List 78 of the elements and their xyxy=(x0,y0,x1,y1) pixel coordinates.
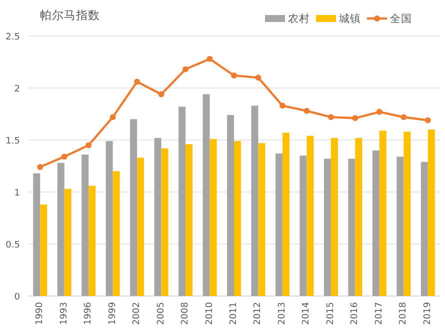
point xyxy=(376,108,382,115)
bar xyxy=(275,154,282,296)
bar xyxy=(82,154,89,296)
bar xyxy=(154,138,162,296)
bar xyxy=(324,158,331,296)
point xyxy=(134,78,140,85)
x-tick-label: 2011 xyxy=(229,302,239,325)
legend-label: 农村 xyxy=(288,12,310,25)
bar xyxy=(210,138,217,296)
bar xyxy=(258,143,266,296)
bar xyxy=(88,186,96,296)
point xyxy=(424,117,431,124)
bar xyxy=(130,119,138,296)
bar xyxy=(112,171,120,296)
bar xyxy=(227,115,234,296)
y-tick-label: 1 xyxy=(14,188,20,198)
bar xyxy=(178,106,186,296)
bar xyxy=(106,141,113,296)
point xyxy=(206,56,213,62)
point xyxy=(158,91,164,98)
x-tick-label: 1993 xyxy=(59,302,70,325)
point xyxy=(255,74,262,81)
y-tick-label: 0 xyxy=(14,292,20,302)
x-tick-label: 2008 xyxy=(180,302,191,325)
legend-label: 全国 xyxy=(390,13,412,25)
point xyxy=(352,115,358,122)
bar xyxy=(64,188,72,296)
point xyxy=(110,114,116,120)
bar xyxy=(396,156,404,296)
x-tick-label: 2002 xyxy=(132,302,142,325)
chart-title: 帕尔马指数 xyxy=(40,8,100,22)
x-tick-label: 2005 xyxy=(156,302,166,325)
bar xyxy=(372,150,380,296)
point xyxy=(400,114,407,120)
bar xyxy=(161,148,168,296)
bar xyxy=(186,144,193,296)
point xyxy=(304,108,310,114)
x-tick-label: 2015 xyxy=(326,302,336,325)
point xyxy=(279,102,286,109)
bar xyxy=(251,106,258,296)
y-tick-label: 0.5 xyxy=(6,240,20,250)
x-tick-label: 2019 xyxy=(422,302,433,325)
bar xyxy=(306,136,314,296)
x-tick-label: 1990 xyxy=(35,302,46,325)
bar xyxy=(137,158,144,296)
x-tick-label: 1999 xyxy=(108,302,118,325)
bar xyxy=(202,94,210,296)
point xyxy=(61,154,68,160)
legend-label: 城镇 xyxy=(338,12,361,25)
bar xyxy=(57,162,64,296)
bar xyxy=(420,162,428,296)
bar xyxy=(428,130,435,296)
y-tick-label: 2 xyxy=(14,84,20,94)
y-tick-label: 2.5 xyxy=(6,32,20,42)
y-tick-label: 1.5 xyxy=(6,136,20,146)
x-tick-label: 1996 xyxy=(84,302,94,325)
bar xyxy=(330,138,338,296)
bar xyxy=(404,132,411,296)
point xyxy=(231,72,237,79)
bar xyxy=(300,156,307,296)
bar xyxy=(234,141,241,296)
x-tick-label: 2017 xyxy=(374,302,384,325)
point xyxy=(182,66,189,72)
bar xyxy=(355,138,362,296)
x-tick-label: 2018 xyxy=(398,302,409,325)
x-tick-label: 2016 xyxy=(350,302,360,325)
bar xyxy=(379,130,386,296)
point xyxy=(328,114,334,120)
bar xyxy=(40,204,48,296)
point xyxy=(86,142,92,148)
bar xyxy=(282,132,290,296)
x-tick-label: 2012 xyxy=(253,302,264,325)
bar xyxy=(33,173,40,296)
x-tick-label: 2014 xyxy=(302,302,312,325)
bar xyxy=(348,158,356,296)
x-tick-label: 2013 xyxy=(277,302,288,325)
x-tick-label: 2010 xyxy=(204,302,215,325)
point xyxy=(37,164,44,170)
